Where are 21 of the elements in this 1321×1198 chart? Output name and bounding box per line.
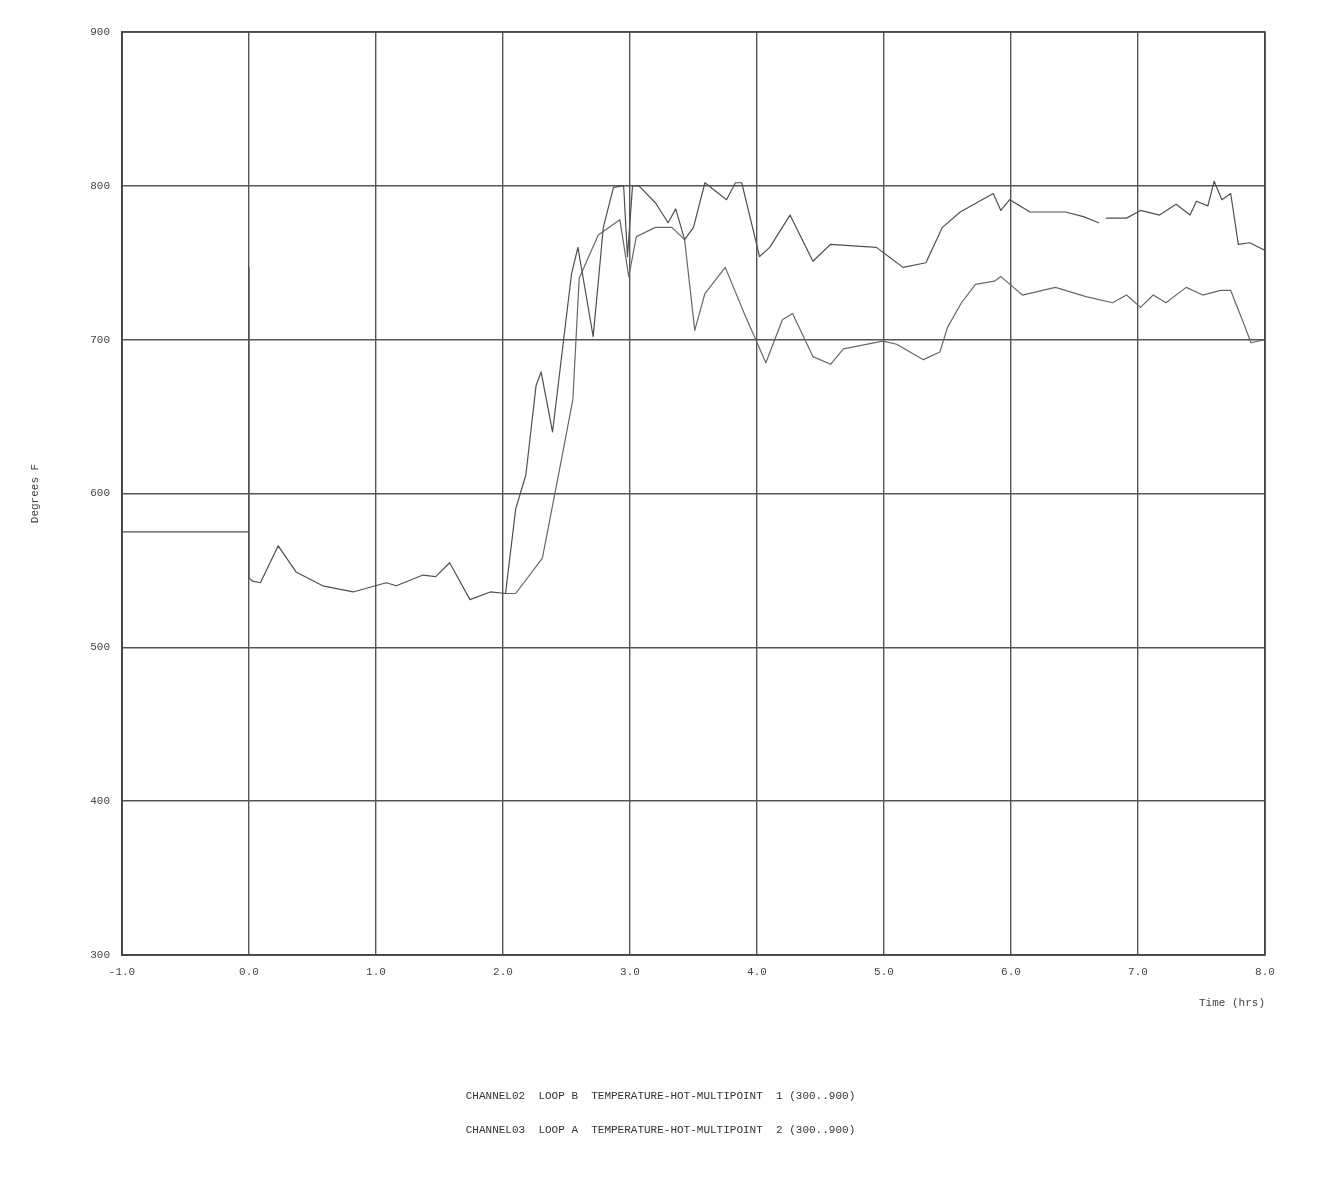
y-axis-title: Degrees F (28, 463, 41, 524)
x-tick-label: -1.0 (108, 965, 136, 978)
y-tick-label: 500 (90, 641, 110, 654)
x-tick-label: 0.0 (239, 965, 259, 978)
x-tick-label: 4.0 (747, 965, 767, 978)
x-tick-label: 3.0 (620, 965, 640, 978)
y-tick-label: 300 (90, 948, 110, 961)
y-tick-label: 700 (90, 333, 110, 346)
x-tick-label: 7.0 (1128, 965, 1148, 978)
text: CHANNEL03 LOOP A TEMPERATURE-HOT-MULTIPOINT 2 (300..900) (464, 1124, 857, 1136)
text: CHANNEL02 LOOP B TEMPERATURE-HOT-MULTIPOINT 1 (300..900) (464, 1090, 857, 1102)
y-tick-label: 900 (90, 25, 110, 38)
y-tick-label: 600 (90, 487, 110, 500)
x-tick-label: 1.0 (366, 965, 386, 978)
x-axis-title: Time (hrs) (1198, 997, 1265, 1010)
y-tick-label: 800 (90, 179, 110, 192)
y-tick-label: 400 (90, 795, 110, 808)
x-tick-label: 5.0 (874, 965, 894, 978)
x-tick-label: 6.0 (1001, 965, 1021, 978)
x-tick-label: 2.0 (493, 965, 513, 978)
x-tick-label: 8.0 (1255, 965, 1275, 978)
